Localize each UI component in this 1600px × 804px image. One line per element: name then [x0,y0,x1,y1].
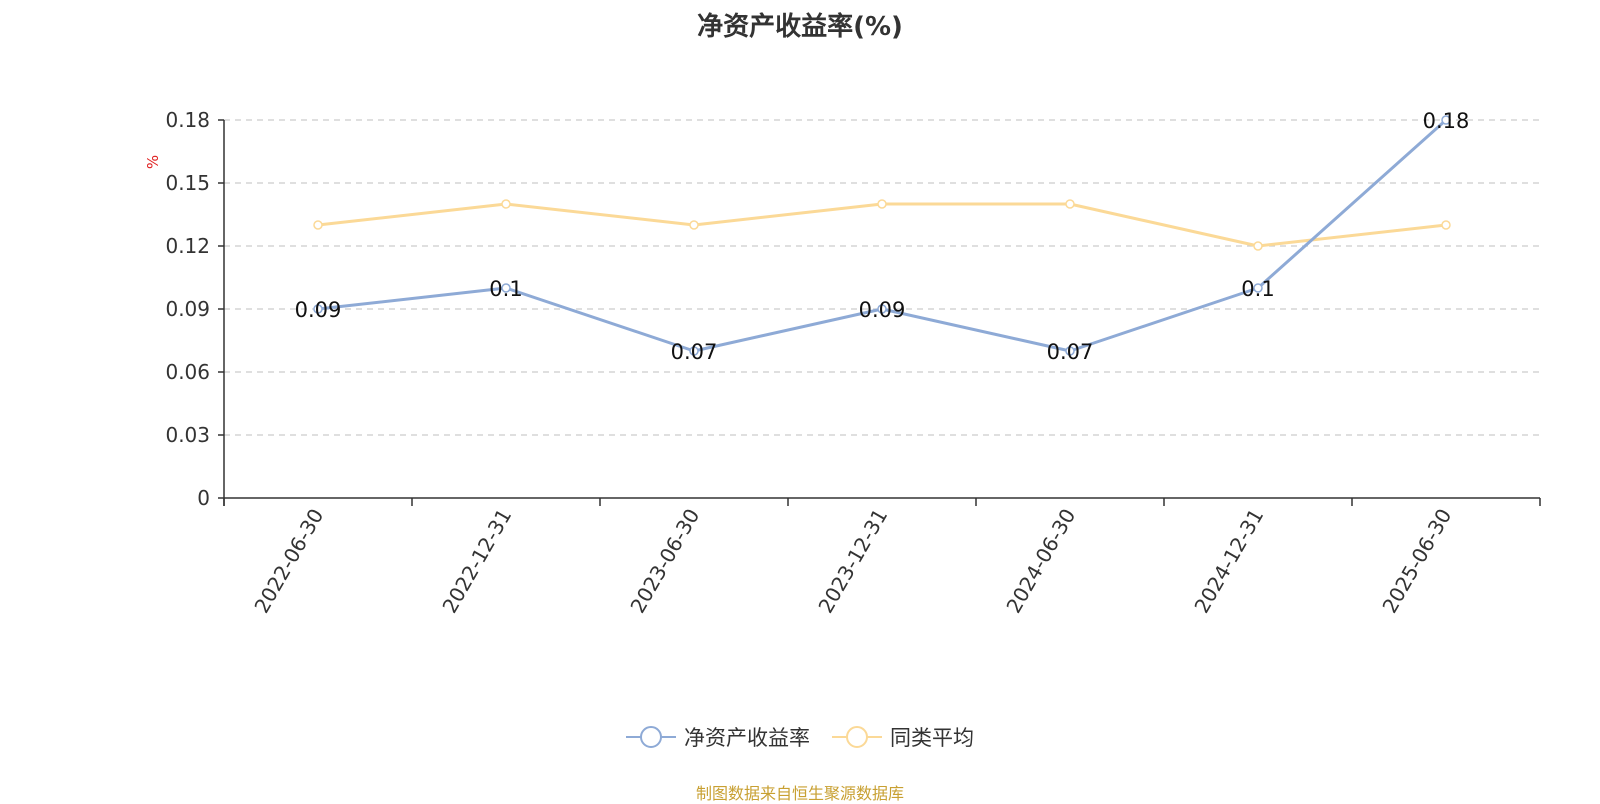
series-layer [313,115,1451,356]
data-label: 0.18 [1423,109,1470,133]
data-label: 0.1 [1241,277,1274,301]
x-tick-label: 2023-06-30 [625,505,704,618]
y-tick-label: 0.09 [165,297,210,321]
data-point [501,199,511,209]
x-tick-label: 2022-06-30 [249,505,328,618]
legend-marker-icon [626,726,676,748]
data-label: 0.07 [671,340,718,364]
x-tick-label: 2022-12-31 [437,505,516,618]
source-note: 制图数据来自恒生聚源数据库 [695,784,904,803]
legend-label: 净资产收益率 [684,726,810,750]
legend-item[interactable]: 净资产收益率 [626,722,810,752]
y-tick-label: 0.15 [165,171,210,195]
x-tick-label: 2024-12-31 [1189,505,1268,618]
data-point [1441,220,1451,230]
x-tick-label: 2024-06-30 [1001,505,1080,618]
chart-title: 净资产收益率(%) [697,12,903,42]
grid-lines [224,119,1540,436]
data-point [1065,346,1075,356]
x-tick-label: 2023-12-31 [813,505,892,618]
data-point [1253,241,1263,251]
legend-marker-icon [832,726,882,748]
y-tick-label: 0.18 [165,108,210,132]
legend: 净资产收益率 同类平均 [0,722,1600,752]
y-tick-label: 0.06 [165,360,210,384]
y-tick-label: 0.03 [165,423,210,447]
data-point [689,346,699,356]
data-labels: 0.09 0.1 0.07 0.09 0.07 0.1 0.18 [295,109,1470,364]
data-point [501,283,511,293]
data-point [1441,115,1451,125]
data-point [877,199,887,209]
data-point [877,304,887,314]
y-tick-label: 0.12 [165,234,210,258]
data-point [313,220,323,230]
x-tick-label: 2025-06-30 [1377,505,1456,618]
data-label: 0.07 [1047,340,1094,364]
series-line [317,202,1447,248]
data-label: 0.09 [295,298,342,322]
line-chart: 0 0.03 0.06 0.09 0.12 0.15 0.18 2022-06-30 2022-… [144,108,1541,618]
data-label: 0.1 [489,277,522,301]
legend-label: 同类平均 [890,726,974,750]
legend-item[interactable]: 同类平均 [832,722,974,752]
data-point [1065,199,1075,209]
y-axis-unit-label: % [144,155,162,169]
data-point [313,304,323,314]
axes: 0 0.03 0.06 0.09 0.12 0.15 0.18 2022-06-30 2022-… [165,108,1541,618]
data-point [1253,283,1263,293]
legend-marker-circle [640,726,662,748]
data-point [689,220,699,230]
y-tick-label: 0 [197,486,210,510]
legend-marker-circle [846,726,868,748]
data-label: 0.09 [859,298,906,322]
